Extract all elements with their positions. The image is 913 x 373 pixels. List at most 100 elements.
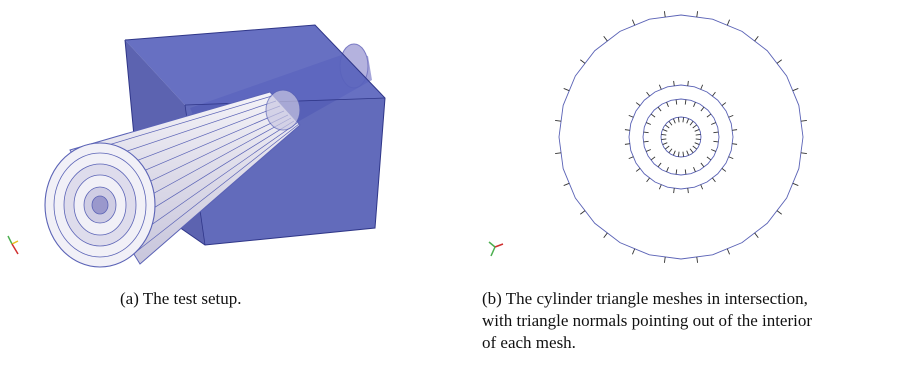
triangle-normal — [661, 138, 667, 141]
triangle-normal — [728, 156, 734, 160]
triangle-normal — [646, 91, 650, 97]
triangle-normal — [668, 148, 673, 154]
test-setup-render — [7, 24, 386, 268]
triangle-normal — [646, 177, 650, 183]
caption-a: (a) The test setup. — [120, 289, 242, 308]
triangle-normal — [650, 156, 656, 161]
outer-cylinder-far-cap — [265, 89, 301, 131]
triangle-normal — [721, 168, 727, 172]
triangle-normal — [711, 149, 716, 152]
triangle-normal — [646, 149, 651, 152]
triangle-normal — [689, 148, 694, 154]
triangle-normal — [658, 84, 662, 90]
triangle-normal — [677, 151, 680, 157]
triangle-normal — [692, 145, 698, 150]
triangle-normal — [662, 142, 668, 146]
triangle-normal — [696, 11, 699, 18]
triangle-normal — [628, 156, 634, 160]
triangle-normal — [657, 106, 662, 112]
mesh-ring — [558, 14, 804, 260]
triangle-normal — [706, 113, 712, 118]
triangle-normal — [643, 140, 649, 143]
triangle-normal — [684, 169, 687, 175]
triangle-normal — [657, 162, 662, 168]
triangle-normal — [563, 182, 570, 186]
triangle-normal — [687, 80, 689, 86]
triangle-normal — [694, 142, 700, 146]
triangle-normal — [684, 99, 687, 105]
triangle-normal — [673, 188, 675, 194]
triangle-normal — [650, 113, 656, 118]
triangle-normal — [555, 119, 562, 122]
triangle-normal — [675, 169, 678, 175]
axes-triad-icon-b — [488, 241, 504, 257]
triangle-normal — [693, 167, 696, 172]
subfigure-b — [465, 0, 913, 280]
triangle-normal — [686, 150, 690, 156]
triangle-normal — [693, 102, 696, 107]
triangle-normal — [646, 122, 651, 125]
triangle-normal — [712, 91, 716, 97]
triangle-normal — [711, 122, 716, 125]
triangle-normal — [692, 124, 698, 129]
triangle-normal — [672, 150, 676, 156]
subfigure-a — [0, 0, 450, 280]
mesh-ring — [660, 116, 702, 158]
triangle-normal — [686, 118, 690, 124]
triangle-normal — [728, 114, 734, 118]
triangle-normal — [700, 184, 704, 190]
axes-triad-icon — [7, 235, 19, 255]
triangle-normal — [661, 133, 667, 136]
caption-b-line-1: (b) The cylinder triangle meshes in inte… — [482, 289, 808, 308]
triangle-normal — [682, 117, 685, 123]
triangle-normal — [687, 188, 689, 194]
triangle-normal — [800, 152, 807, 155]
triangle-normal — [713, 131, 719, 134]
triangle-normal — [732, 129, 738, 131]
triangle-normal — [726, 19, 730, 26]
triangle-normal — [643, 131, 649, 134]
triangle-normal — [726, 248, 730, 255]
triangle-normal — [662, 128, 668, 132]
triangle-normal — [673, 80, 675, 86]
triangle-normal — [675, 99, 678, 105]
mesh-normals-render — [488, 11, 807, 263]
caption-b: (b) The cylinder triangle meshes in inte… — [482, 288, 912, 354]
triangle-normal — [700, 84, 704, 90]
triangle-normal — [694, 128, 700, 132]
triangle-normal — [700, 162, 705, 168]
triangle-normal — [666, 167, 669, 172]
caption-b-line-2: with triangle normals pointing out of th… — [482, 311, 813, 330]
triangle-normal — [663, 256, 666, 263]
triangle-normal — [632, 19, 636, 26]
triangle-normal — [695, 138, 701, 141]
triangle-normal — [776, 59, 782, 64]
triangle-normal — [628, 114, 634, 118]
triangle-normal — [555, 152, 562, 155]
triangle-normal — [624, 129, 630, 131]
triangle-normal — [580, 210, 586, 215]
triangle-normal — [603, 232, 608, 238]
triangle-normal — [668, 120, 673, 126]
triangle-normal — [682, 151, 685, 157]
triangle-normal — [754, 36, 759, 42]
triangle-normal — [700, 106, 705, 112]
triangle-normal — [658, 184, 662, 190]
triangle-normal — [792, 88, 799, 92]
triangle-normal — [776, 210, 782, 215]
triangle-normal — [689, 120, 694, 126]
triangle-normal — [663, 11, 666, 18]
triangle-normal — [712, 177, 716, 183]
triangle-normal — [672, 118, 676, 124]
triangle-normal — [580, 59, 586, 64]
triangle-normal — [800, 119, 807, 122]
triangle-normal — [624, 143, 630, 145]
cylinder-near-face — [44, 142, 156, 268]
box-top-face — [125, 25, 385, 105]
triangle-normal — [706, 156, 712, 161]
caption-b-line-3: of each mesh. — [482, 333, 576, 352]
triangle-normal — [721, 102, 727, 106]
triangle-normal — [666, 102, 669, 107]
triangle-normal — [632, 248, 636, 255]
triangle-normal — [664, 145, 670, 150]
